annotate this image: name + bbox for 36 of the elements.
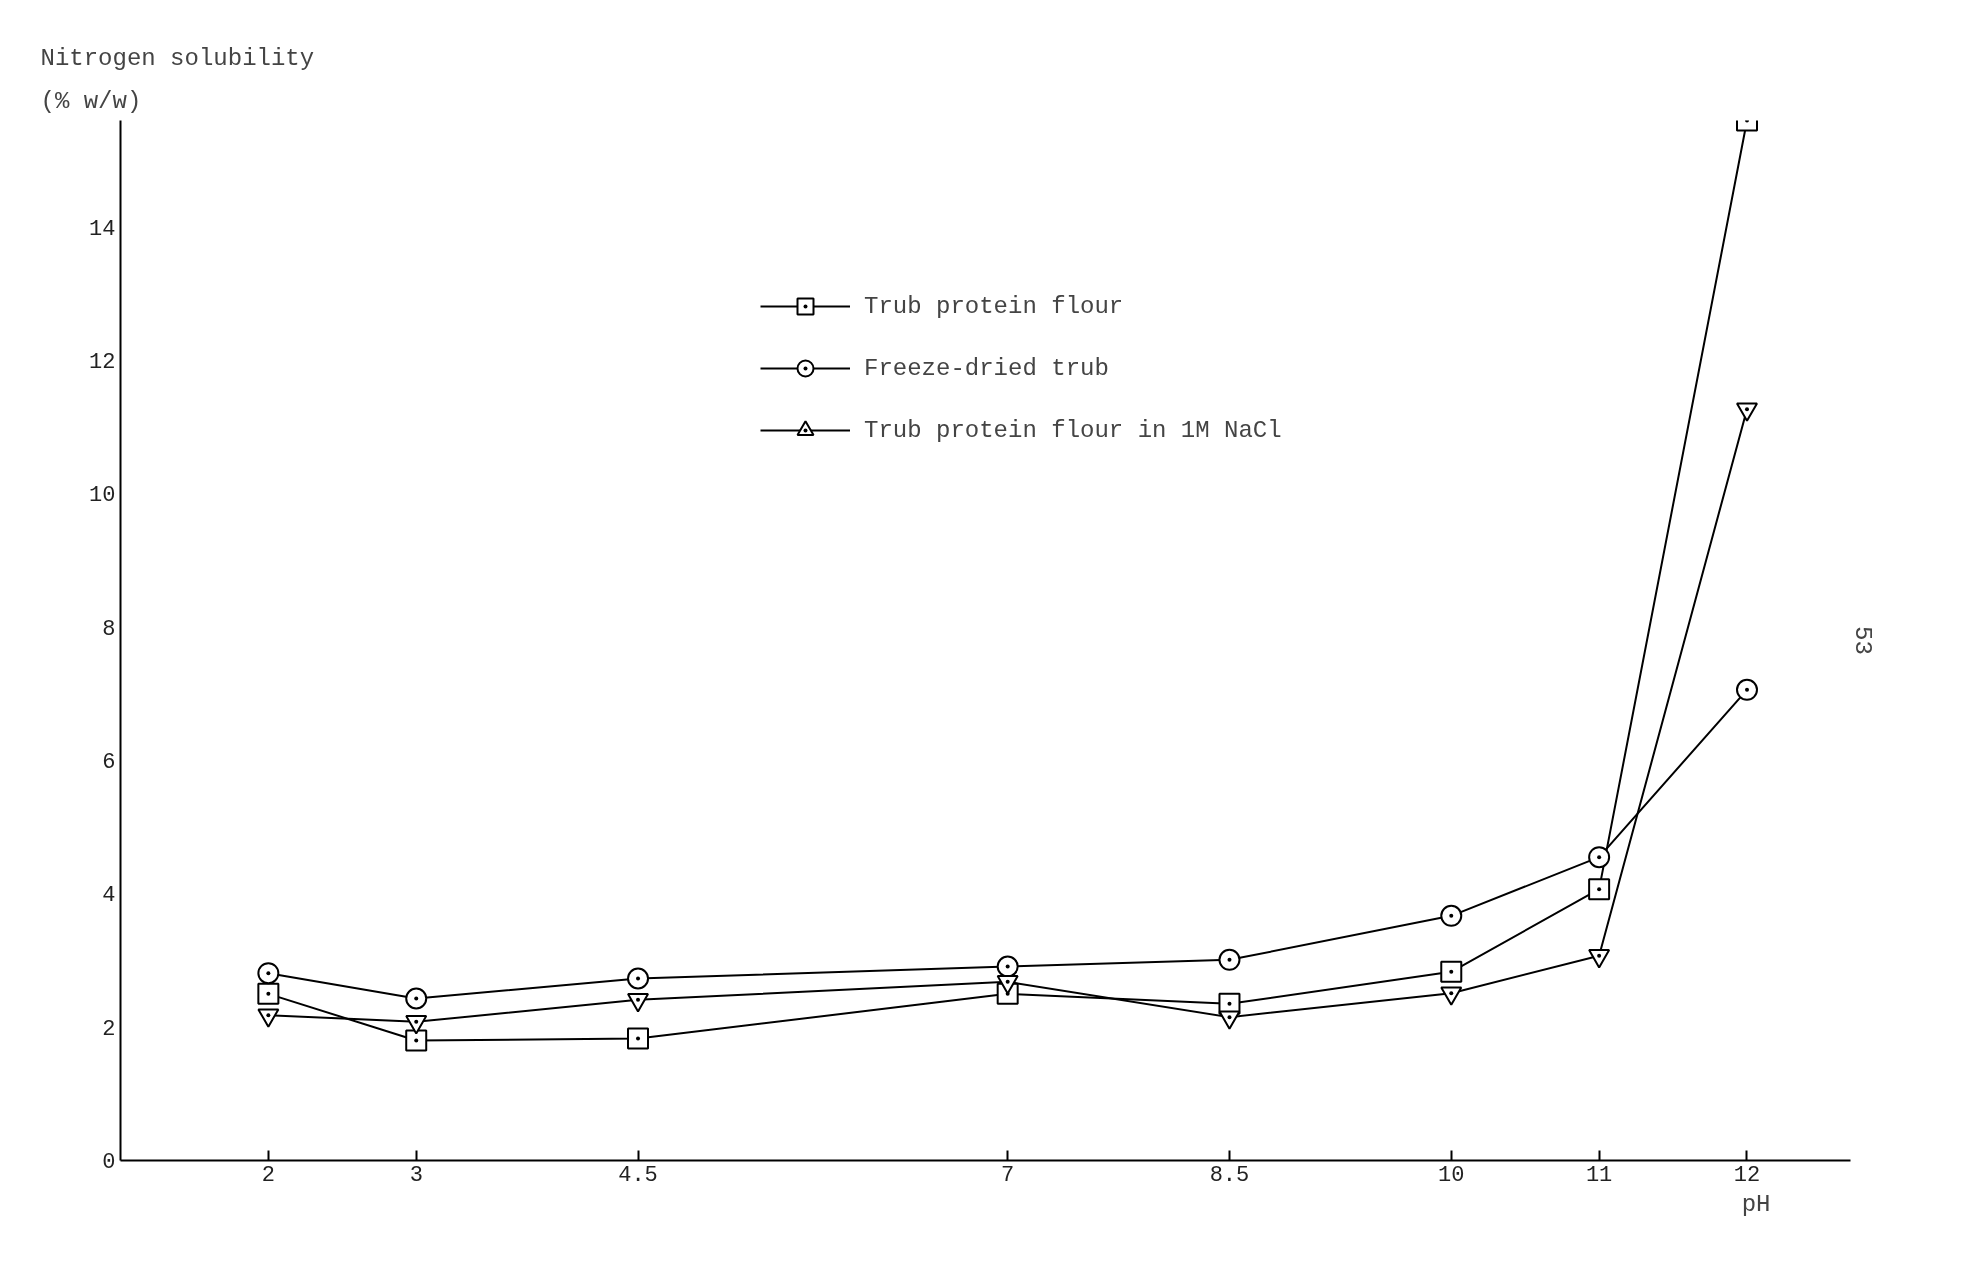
point — [996, 955, 1019, 978]
x-axis-title: pH — [1741, 1190, 1771, 1218]
y-tick-label: 4 — [102, 883, 116, 909]
x-tick-label: 8.5 — [1209, 1162, 1250, 1188]
y-tick-label: 14 — [89, 216, 116, 242]
legend-label: Trub protein flour — [864, 292, 1124, 320]
legend-label: Trub protein flour in 1M NaCl — [864, 416, 1282, 444]
point — [405, 1029, 428, 1052]
y-tick-label: 2 — [102, 1016, 116, 1042]
x-tick-label: 12 — [1733, 1162, 1761, 1188]
y-tick-label: 8 — [102, 616, 116, 642]
point — [627, 967, 650, 990]
point — [627, 1027, 650, 1050]
point — [1588, 878, 1611, 901]
y-tick-label: 10 — [89, 483, 116, 509]
x-tick-label: 3 — [409, 1162, 423, 1188]
x-tick-label: 2 — [261, 1162, 275, 1188]
y-tick-label: 6 — [102, 750, 116, 775]
x-tick-label: 10 — [1438, 1162, 1465, 1188]
point — [1736, 402, 1758, 422]
x-tick-label: 11 — [1585, 1162, 1613, 1188]
y-axis-title: Nitrogen solubility (% w/w) — [40, 45, 315, 116]
point — [1440, 904, 1463, 927]
point — [257, 962, 280, 985]
y-tick-label: 12 — [89, 350, 116, 375]
point — [1588, 846, 1611, 869]
point — [1440, 960, 1463, 983]
x-tick-label: 7 — [1001, 1162, 1015, 1188]
x-tick-label: 4.5 — [618, 1162, 658, 1188]
annotation: 53 — [1848, 626, 1876, 655]
legend-label: Freeze-dried trub — [864, 354, 1109, 382]
y-tick-label: 0 — [102, 1150, 116, 1175]
point — [1736, 678, 1758, 701]
point — [405, 987, 428, 1010]
point — [257, 982, 280, 1005]
point — [1218, 948, 1241, 971]
